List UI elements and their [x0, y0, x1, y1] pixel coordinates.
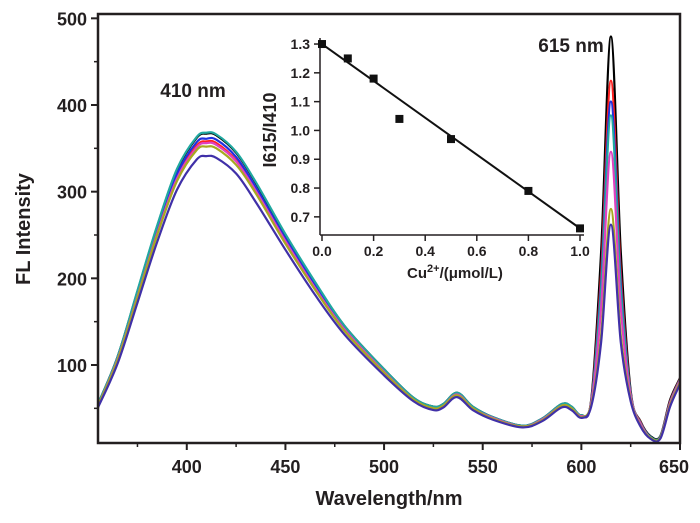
- inset-x-tick-label: 0.4: [415, 243, 435, 259]
- inset-data-point: [343, 54, 352, 63]
- x-tick-label: 550: [468, 457, 498, 477]
- spectrum-series-4: [96, 114, 682, 442]
- inset-y-tick-label: 0.7: [291, 209, 311, 225]
- annotation-615nm: 615 nm: [538, 36, 603, 57]
- inset-y-tick-label: 1.3: [291, 36, 311, 52]
- y-tick-label: 100: [57, 356, 87, 376]
- inset-x-tick-label: 0.2: [364, 243, 384, 259]
- inset-data-point: [576, 224, 584, 233]
- x-tick-label: 500: [369, 457, 399, 477]
- main-plot-frame: [96, 12, 682, 445]
- inset-y-tick-label: 1.2: [291, 65, 311, 81]
- inset-data-point: [524, 186, 533, 195]
- main-axes-ticks: 400 450 500 550 600 650 100 200 300 400 500: [57, 9, 689, 477]
- inset-y-tick-label: 0.9: [291, 151, 311, 167]
- inset-chart: 0.0 0.2 0.4 0.6 0.8 1.00.70.80.91.01.11.21.3 …: [260, 36, 590, 282]
- x-tick-label: 650: [659, 457, 689, 477]
- y-tick-label: 300: [57, 183, 87, 203]
- y-tick-label: 400: [57, 96, 87, 116]
- inset-y-tick-label: 0.8: [291, 180, 311, 196]
- inset-x-tick-label: 0.0: [312, 243, 332, 259]
- y-axis-label: FL Intensity: [13, 172, 35, 285]
- inset-x-tick-label: 0.8: [519, 243, 539, 259]
- inset-marks: [318, 40, 584, 233]
- inset-y-label: I615/I410: [260, 92, 280, 167]
- y-tick-label: 500: [57, 9, 87, 29]
- inset-data-point: [318, 40, 326, 49]
- x-tick-label: 400: [172, 457, 202, 477]
- inset-data-point: [369, 74, 378, 83]
- inset-data-point: [447, 135, 455, 144]
- inset-x-tick-label: 1.0: [570, 243, 590, 259]
- x-axis-label: Wavelength/nm: [315, 488, 462, 510]
- inset-y-tick-label: 1.0: [291, 122, 311, 138]
- inset-data-point: [395, 114, 404, 123]
- inset-ticks: 0.0 0.2 0.4 0.6 0.8 1.0 0.7 0.8 0.9 1.0 1.1 1.2 1.3: [291, 36, 590, 259]
- inset-x-label: Cu2+/(μmol/L): [407, 263, 503, 282]
- x-tick-label: 450: [270, 457, 300, 477]
- x-tick-label: 600: [566, 457, 596, 477]
- spectrum-series-7: [96, 154, 682, 443]
- inset-x-tick-label: 0.6: [467, 243, 487, 259]
- inset-y-tick-label: 1.1: [291, 94, 311, 110]
- y-tick-label: 200: [57, 269, 87, 289]
- annotation-410nm: 410 nm: [160, 81, 225, 102]
- spectra-series: [96, 35, 682, 443]
